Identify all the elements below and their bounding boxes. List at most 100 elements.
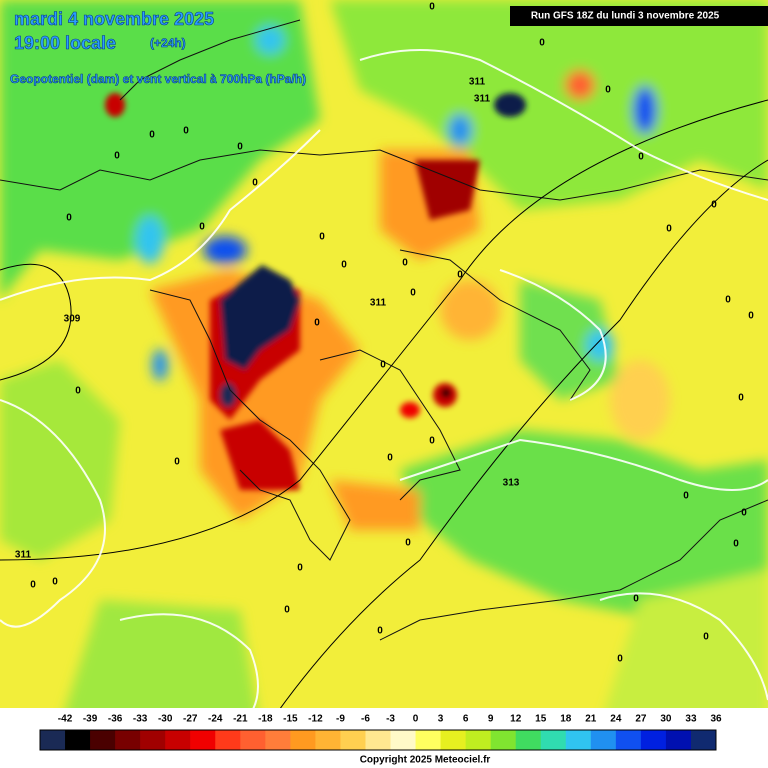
contour-label: 0 <box>66 213 72 224</box>
colorbar-tick-label: 21 <box>585 714 597 725</box>
contour-label: 0 <box>252 178 258 189</box>
colorbar-tick-label: 30 <box>660 714 672 725</box>
colorbar-swatch <box>140 730 166 750</box>
contour-label: 0 <box>174 457 180 468</box>
contour-label: 0 <box>741 508 747 519</box>
colorbar-swatch <box>90 730 116 750</box>
contour-label: 0 <box>75 386 81 397</box>
contour-label: 0 <box>738 393 744 404</box>
colorbar-tick-label: 18 <box>560 714 572 725</box>
borders <box>0 19 768 641</box>
colorbar-swatch <box>240 730 266 750</box>
colorbar-swatch <box>640 730 667 750</box>
colorbar-swatch <box>415 730 442 750</box>
colorbar-swatch <box>65 730 91 750</box>
colorbar-tick-label: -3 <box>386 714 395 725</box>
contour-label: 0 <box>30 580 36 591</box>
colorbar-tick-label: -15 <box>283 714 298 725</box>
contour-label: 0 <box>237 142 243 153</box>
copyright: Copyright 2025 Meteociel.fr <box>360 755 491 766</box>
lead-time: (+24h) <box>150 36 186 50</box>
colorbar-swatch <box>440 730 467 750</box>
contour-label: 0 <box>52 577 58 588</box>
colorbar-frame <box>39 729 717 751</box>
colorbar-tick-label: 9 <box>488 714 494 725</box>
colorbar-swatch <box>115 730 141 750</box>
colorbar-tick-label: 33 <box>685 714 697 725</box>
colorbar-tick-label: -9 <box>336 714 345 725</box>
colorbar-tick-label: -18 <box>258 714 273 725</box>
contour-label: 0 <box>539 38 545 49</box>
colorbar-tick-label: -36 <box>108 714 123 725</box>
contour-label: 0 <box>617 654 623 665</box>
contour-label: 313 <box>503 478 520 489</box>
colorbar-swatch <box>265 730 291 750</box>
colorbar-swatch <box>390 730 417 750</box>
colorbar-tick-label: -42 <box>58 714 73 725</box>
colorbar-tick-label: 15 <box>535 714 547 725</box>
contour-label: 0 <box>402 258 408 269</box>
colorbar-tick-label: 27 <box>635 714 647 725</box>
contour-label: 311 <box>15 550 32 561</box>
colorbar-swatch <box>365 730 392 750</box>
contour-label: 0 <box>199 222 205 233</box>
contour-label: 0 <box>314 318 320 329</box>
colorbar: -42 -39 -36 -33 -30 -27 -24 -21 -18 -15 -12 -9 -6 -3 0… <box>39 714 722 751</box>
contour-label: 0 <box>410 288 416 299</box>
contour-label: 0 <box>149 130 155 141</box>
colorbar-tick-label: -30 <box>158 714 173 725</box>
colorbar-swatch <box>690 730 717 750</box>
contour-label: 309 <box>64 314 81 325</box>
run-label: Run GFS 18Z du lundi 3 novembre 2025 <box>531 11 720 22</box>
colorbar-swatch <box>665 730 692 750</box>
colorbar-tick-label: 24 <box>610 714 622 725</box>
contour-label: 0 <box>405 538 411 549</box>
colorbar-swatch <box>340 730 366 750</box>
colorbar-swatch <box>40 730 66 750</box>
contour-label: 0 <box>638 152 644 163</box>
contour-label: 311 <box>474 94 491 105</box>
contour-label: 0 <box>703 632 709 643</box>
contour-label: 0 <box>429 2 435 13</box>
contour-label: 0 <box>114 151 120 162</box>
colorbar-swatch <box>565 730 592 750</box>
contour-label: 311 <box>469 77 486 88</box>
contour-label: 0 <box>377 626 383 637</box>
colorbar-tick-label: 12 <box>510 714 522 725</box>
colorbar-swatch <box>615 730 642 750</box>
time-title: 19:00 locale <box>14 33 116 53</box>
colorbar-swatch <box>465 730 492 750</box>
colorbar-tick-label: -6 <box>361 714 370 725</box>
colorbar-tick-label: 3 <box>438 714 444 725</box>
contour-label: 311 <box>370 298 387 309</box>
colorbar-tick-label: -33 <box>133 714 148 725</box>
date-title: mardi 4 novembre 2025 <box>14 9 214 29</box>
contour-label: 0 <box>183 126 189 137</box>
contour-label: 0 <box>711 200 717 211</box>
contour-label: 0 <box>725 295 731 306</box>
colorbar-tick-label: -39 <box>83 714 98 725</box>
contour-label: 0 <box>380 360 386 371</box>
colorbar-swatch <box>490 730 517 750</box>
colorbar-tick-label: 36 <box>710 714 722 725</box>
colorbar-swatch <box>590 730 617 750</box>
colorbar-swatch <box>165 730 191 750</box>
colorbar-tick-label: -12 <box>308 714 323 725</box>
run-box <box>510 6 768 26</box>
contour-label: 0 <box>341 260 347 271</box>
colorbar-swatch <box>215 730 241 750</box>
contour-label: 0 <box>297 563 303 574</box>
contour-labels: 0 0 311 311 0 0 0 0 0 0 0 0 0 0 0 0 0 0 0 0 311 0 0 309 0 0 0 0 0 0 0 3… <box>15 2 754 720</box>
colorbar-swatch <box>290 730 316 750</box>
contour-label: 0 <box>457 270 463 281</box>
contour-label: 0 <box>748 311 754 322</box>
contour-label: 0 <box>666 224 672 235</box>
colorbar-swatch <box>315 730 341 750</box>
contour-label: 0 <box>683 491 689 502</box>
contour-label: 0 <box>319 232 325 243</box>
colorbar-tick-label: 6 <box>463 714 469 725</box>
colorbar-tick-label: -21 <box>233 714 248 725</box>
contour-label: 0 <box>284 605 290 616</box>
